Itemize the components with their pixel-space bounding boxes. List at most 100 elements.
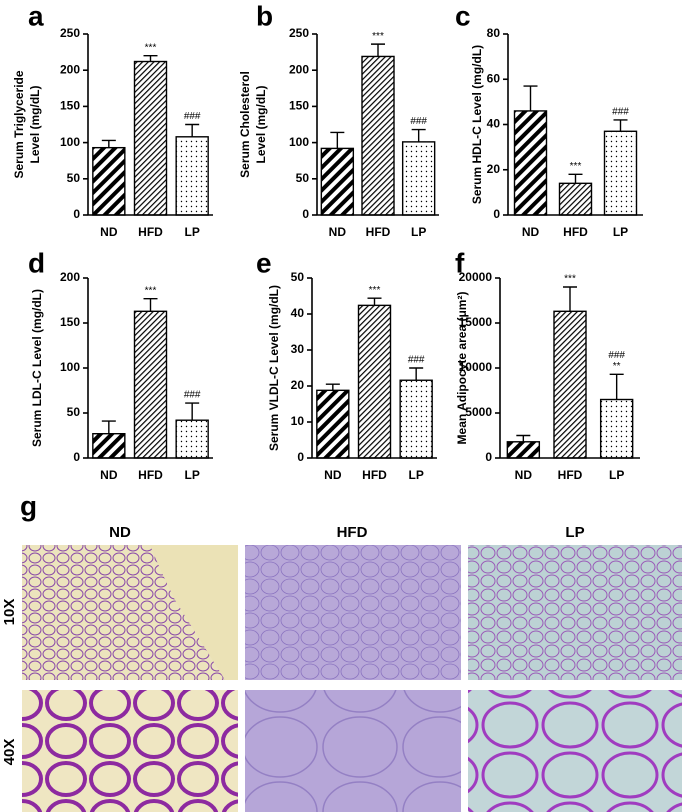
y-axis-label: Serum VLDL-C Level (mg/dL): [267, 285, 281, 451]
column-label: ND: [109, 524, 131, 541]
y-axis-label: Level (mg/dL): [254, 85, 268, 163]
error-bar: [411, 128, 426, 142]
x-tick-label: HFD: [558, 468, 583, 482]
x-tick-label: ND: [100, 468, 118, 482]
y-axis-label: Serum Cholesterol: [238, 71, 252, 178]
y-tick-label: 10000: [459, 360, 493, 374]
significance-label: ***: [564, 274, 576, 285]
y-tick-label: 0: [297, 450, 304, 464]
bar: [92, 146, 126, 216]
significance-label: ***: [145, 42, 157, 53]
x-tick-label: LP: [408, 468, 423, 482]
x-tick-label: ND: [515, 468, 533, 482]
bar: [316, 389, 350, 459]
row-label: 10X: [1, 599, 18, 626]
y-tick-label: 20: [487, 162, 501, 176]
error-bar: [568, 173, 583, 184]
y-tick-label: 50: [291, 270, 305, 284]
y-tick-label: 50: [296, 171, 310, 185]
x-tick-label: HFD: [362, 468, 387, 482]
x-tick-label: HFD: [138, 225, 163, 239]
y-tick-label: 40: [291, 306, 305, 320]
x-tick-label: HFD: [138, 468, 163, 482]
error-bar: [143, 298, 158, 312]
micrograph: [468, 690, 682, 812]
bar: [599, 398, 634, 459]
significance-label: ***: [372, 31, 384, 42]
y-tick-label: 0: [493, 207, 500, 221]
significance-label: ***: [145, 285, 157, 296]
significance-label: ###: [184, 111, 201, 122]
y-tick-label: 0: [73, 450, 80, 464]
bar: [513, 110, 548, 216]
y-tick-label: 200: [289, 62, 309, 76]
bar: [175, 419, 209, 459]
x-tick-label: HFD: [366, 225, 391, 239]
bar: [399, 379, 433, 459]
y-axis-label: Level (mg/dL): [28, 85, 42, 163]
y-tick-label: 20: [291, 378, 305, 392]
x-tick-label: LP: [411, 225, 426, 239]
y-axis-label: Serum LDL-C Level (mg/dL): [30, 289, 44, 447]
bar: [175, 136, 209, 216]
significance-label: ###: [608, 350, 625, 361]
column-label: LP: [565, 524, 584, 541]
y-tick-label: 60: [487, 71, 501, 85]
bar: [506, 441, 541, 459]
panel-letter: e: [256, 247, 272, 278]
error-bar: [613, 119, 628, 132]
x-tick-label: ND: [329, 225, 347, 239]
bar: [133, 310, 168, 459]
y-tick-label: 10: [291, 414, 305, 428]
y-tick-label: 80: [487, 26, 501, 40]
x-tick-label: LP: [613, 225, 628, 239]
error-bar: [371, 43, 385, 57]
x-tick-label: ND: [100, 225, 118, 239]
error-bar: [325, 383, 340, 391]
x-tick-label: ND: [522, 225, 540, 239]
error-bar: [185, 402, 200, 421]
y-axis-label: Mean Adipocyte area (μm²): [455, 292, 469, 445]
micrograph: [22, 690, 238, 812]
error-bar: [367, 297, 382, 306]
row-label: 40X: [1, 739, 18, 766]
y-tick-label: 150: [60, 315, 80, 329]
y-tick-label: 40: [487, 117, 501, 131]
bar: [320, 147, 355, 216]
significance-label: ###: [408, 355, 425, 366]
y-tick-label: 100: [289, 135, 309, 149]
bar: [603, 130, 638, 216]
x-tick-label: LP: [184, 225, 199, 239]
y-tick-label: 0: [485, 450, 492, 464]
significance-label: ###: [184, 390, 201, 401]
bar: [401, 141, 436, 216]
y-tick-label: 20000: [459, 270, 493, 284]
x-tick-label: LP: [609, 468, 624, 482]
significance-label: **: [613, 361, 621, 372]
y-tick-label: 15000: [459, 315, 493, 329]
error-bar: [185, 123, 200, 137]
y-tick-label: 0: [302, 207, 309, 221]
panel-letter: b: [256, 0, 273, 31]
error-bar: [516, 434, 531, 442]
micrograph: [245, 690, 461, 812]
y-tick-label: 0: [73, 207, 80, 221]
y-axis-label: Serum Triglyceride: [12, 70, 26, 178]
significance-label: ***: [369, 285, 381, 296]
error-bar: [409, 367, 424, 381]
column-label: HFD: [337, 524, 368, 541]
bar: [133, 60, 168, 216]
y-tick-label: 250: [60, 26, 80, 40]
error-bar: [101, 139, 116, 148]
panel-letter: g: [20, 490, 37, 521]
panel-letter: c: [455, 0, 471, 31]
significance-label: ###: [410, 116, 427, 127]
significance-label: ###: [612, 107, 629, 118]
error-bar: [523, 85, 538, 111]
y-tick-label: 150: [60, 99, 80, 113]
x-tick-label: HFD: [563, 225, 588, 239]
micrograph-background: [150, 545, 238, 680]
significance-label: ***: [570, 161, 582, 172]
bar: [357, 304, 392, 459]
